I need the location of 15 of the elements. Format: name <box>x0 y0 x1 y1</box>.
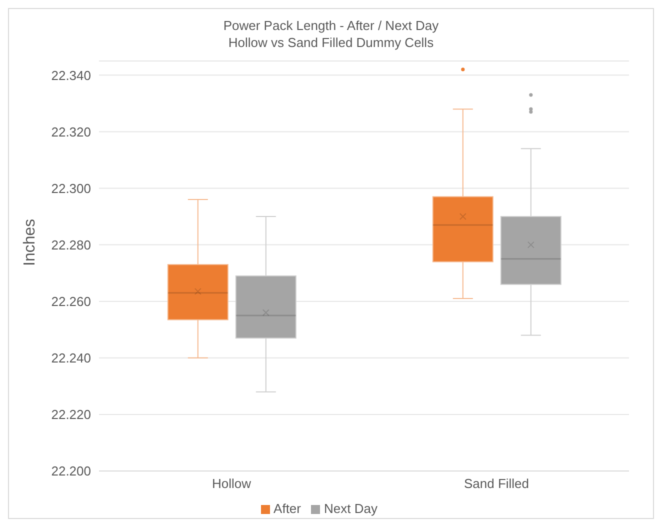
y-tick-label: 22.220 <box>51 407 91 422</box>
y-tick-label: 22.320 <box>51 124 91 140</box>
x-tick-label: Hollow <box>212 476 252 492</box>
y-tick-label: 22.200 <box>51 464 91 479</box>
y-tick-label: 22.240 <box>51 350 91 366</box>
y-tick-label: 22.340 <box>51 68 91 83</box>
chart-title: Power Pack Length - After / Next Day <box>222 17 440 34</box>
y-tick-label: 22.300 <box>51 180 91 196</box>
y-tick-label: 22.280 <box>51 237 91 252</box>
chart-subtitle: Hollow vs Sand Filled Dummy Cells <box>227 34 435 51</box>
x-tick-label: Sand Filled <box>464 476 530 492</box>
legend-label: After <box>274 501 301 516</box>
y-tick-label: 22.260 <box>51 294 91 309</box>
y-axis-title: Inches <box>22 218 39 266</box>
legend-label: Next Day <box>324 501 378 516</box>
